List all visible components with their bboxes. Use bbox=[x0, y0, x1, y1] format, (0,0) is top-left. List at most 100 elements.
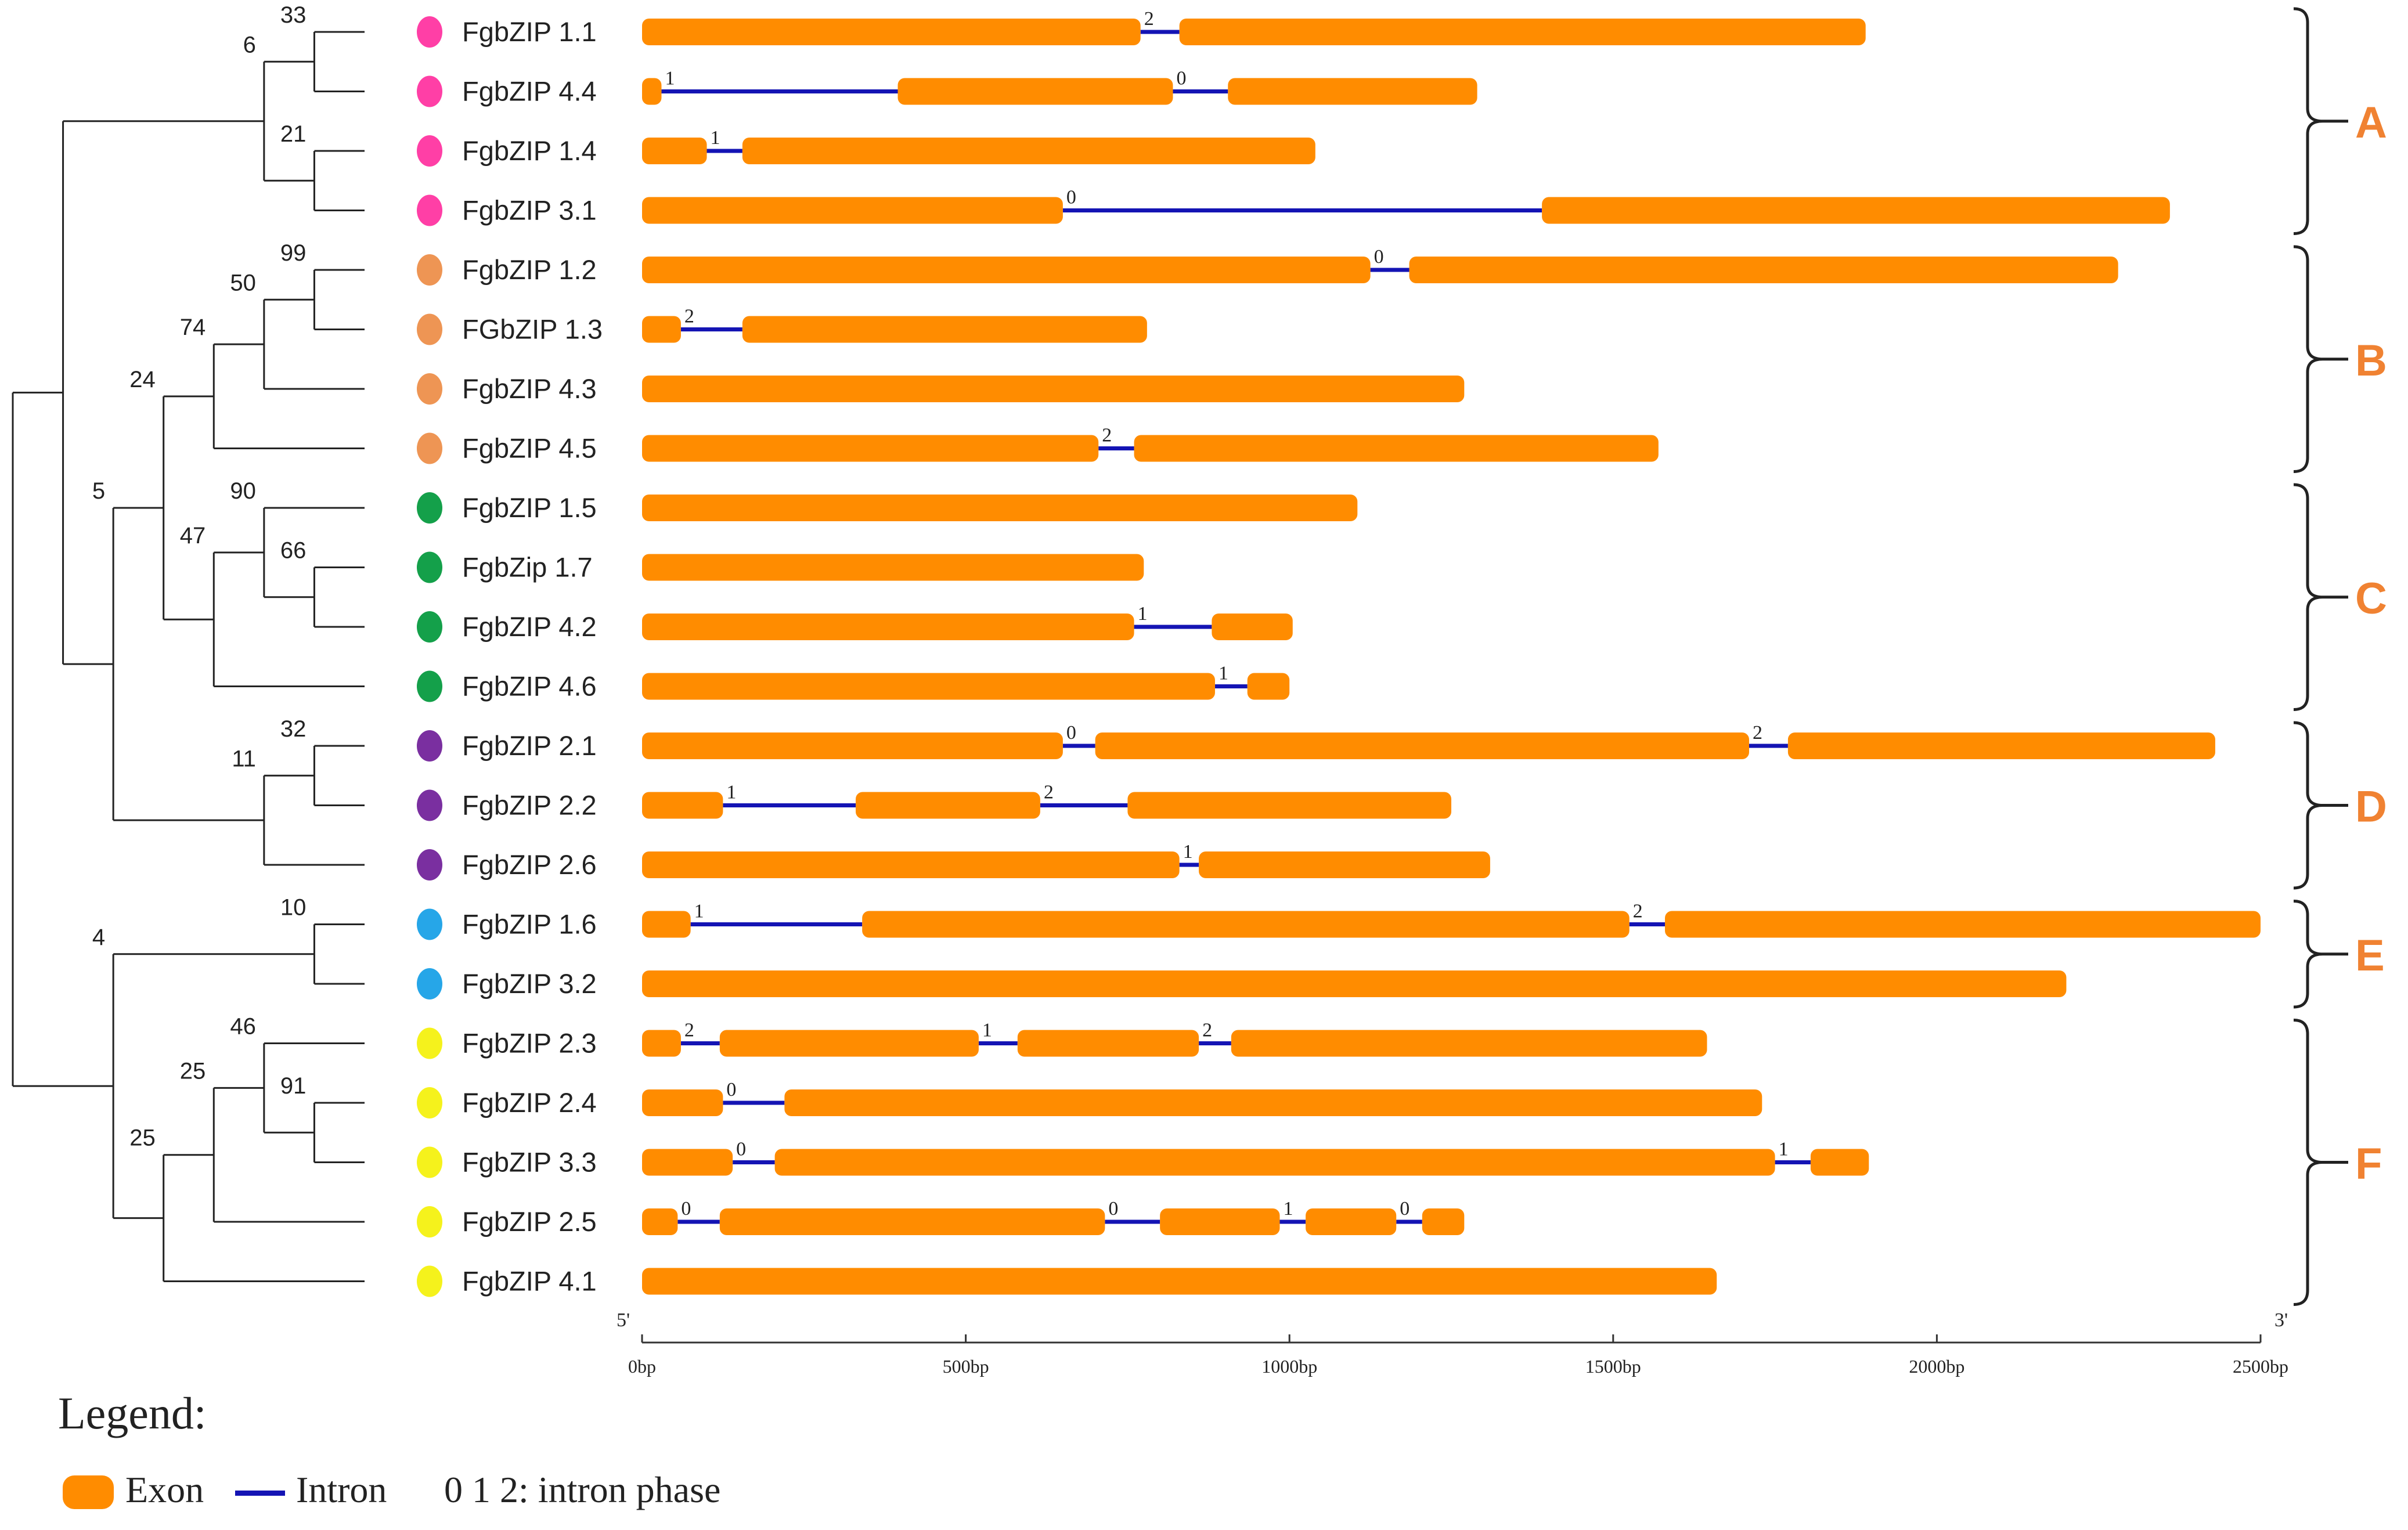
axis-tick-label: 1500bp bbox=[1585, 1356, 1641, 1377]
intron-phase-label: 1 bbox=[726, 782, 736, 803]
exon bbox=[642, 138, 707, 164]
intron-phase-label: 1 bbox=[1779, 1139, 1789, 1160]
gene-structure-row: 0 bbox=[642, 1079, 1762, 1116]
gene-name: FgbZIP 1.2 bbox=[462, 254, 597, 285]
exon bbox=[774, 1149, 1775, 1176]
gene-name: FgbZIP 4.2 bbox=[462, 611, 597, 642]
gene-structure-row: 0 bbox=[642, 246, 2118, 283]
gene-name: FgbZIP 1.6 bbox=[462, 909, 597, 940]
five-prime-label: 5' bbox=[617, 1309, 630, 1331]
gene-structure-row: 2 1 2 bbox=[642, 1020, 1707, 1057]
bootstrap-value: 24 bbox=[129, 367, 156, 392]
gene-name: FgbZIP 2.1 bbox=[462, 730, 597, 761]
group-dot-b bbox=[417, 313, 442, 345]
exon bbox=[1247, 673, 1290, 700]
gene-structure-row bbox=[642, 1268, 1717, 1295]
exon bbox=[642, 673, 1215, 700]
intron-phase-label: 1 bbox=[982, 1020, 992, 1041]
gene-name: FgbZIP 2.3 bbox=[462, 1028, 597, 1059]
gene-structure-row: 0 0 1 0 bbox=[642, 1198, 1465, 1235]
bootstrap-value: 11 bbox=[232, 746, 256, 771]
exon bbox=[642, 970, 2067, 997]
group-dot-d bbox=[417, 789, 442, 821]
group-label: E bbox=[2355, 931, 2385, 980]
exon bbox=[642, 19, 1141, 45]
bootstrap-value: 91 bbox=[280, 1073, 307, 1099]
phylogenetic-tree: 33 21 6 99 50 74 66 90 47 24 32 11 5 10 91 46 25 25 4 bbox=[12, 2, 365, 1282]
exon bbox=[642, 1208, 678, 1235]
exon bbox=[784, 1089, 1762, 1116]
legend-title: Legend: bbox=[58, 1388, 207, 1438]
exon bbox=[1810, 1149, 1869, 1176]
exon bbox=[1542, 197, 2170, 224]
axis-tick-label: 2000bp bbox=[1909, 1356, 1964, 1377]
bootstrap-value: 21 bbox=[280, 121, 307, 147]
group-dot-c bbox=[417, 670, 442, 702]
length-axis: 0bp 500bp 1000bp 1500bp 2000bp 2500bp 5' 3' bbox=[617, 1309, 2288, 1377]
legend: Legend: Exon Intron 0 1 2: intron phase bbox=[58, 1387, 755, 1527]
intron-phase-label: 0 bbox=[726, 1079, 736, 1100]
group-label: F bbox=[2355, 1139, 2382, 1189]
group-bracket bbox=[2293, 900, 2323, 1009]
legend-intron-label: Intron bbox=[296, 1469, 387, 1510]
group-bracket bbox=[2293, 483, 2323, 711]
exon bbox=[862, 911, 1630, 938]
group-dot-b bbox=[417, 254, 442, 286]
intron-phase-label: 2 bbox=[1044, 782, 1054, 803]
bootstrap-value: 25 bbox=[129, 1125, 156, 1151]
group-dot-e bbox=[417, 968, 442, 999]
intron-phase-label: 0 bbox=[1066, 187, 1076, 208]
group-dot-b bbox=[417, 373, 442, 405]
legend-phase-label: 0 1 2: intron phase bbox=[444, 1469, 721, 1510]
intron-phase-label: 0 bbox=[1400, 1198, 1410, 1219]
group-label: B bbox=[2355, 336, 2387, 385]
exon bbox=[642, 257, 1371, 283]
group-dot-d bbox=[417, 730, 442, 762]
group-dot-c bbox=[417, 611, 442, 643]
intron-phase-label: 2 bbox=[684, 1020, 694, 1041]
gene-name: FgbZIP 2.4 bbox=[462, 1087, 597, 1118]
exon bbox=[642, 554, 1144, 581]
exon bbox=[1787, 732, 2215, 759]
exon bbox=[856, 792, 1040, 819]
exon bbox=[642, 911, 691, 938]
gene-name: FgbZIP 1.4 bbox=[462, 135, 597, 166]
bootstrap-value: 66 bbox=[280, 538, 307, 564]
bootstrap-value: 46 bbox=[230, 1014, 256, 1040]
gene-name: FgbZIP 2.6 bbox=[462, 849, 597, 880]
group-label: D bbox=[2355, 782, 2387, 832]
bootstrap-value: 74 bbox=[180, 315, 206, 340]
group-dot-c bbox=[417, 492, 442, 524]
bootstrap-value: 50 bbox=[230, 270, 256, 295]
gene-structure-row: 1 bbox=[642, 663, 1290, 700]
group-label: C bbox=[2355, 574, 2387, 623]
gene-structure-row bbox=[642, 554, 1144, 581]
group-bracket bbox=[2293, 1019, 2323, 1306]
group-dot-a bbox=[417, 135, 442, 167]
gene-structure-row: 2 bbox=[642, 8, 1866, 45]
gene-name: FgbZIP 2.2 bbox=[462, 790, 597, 821]
group-dot-a bbox=[417, 194, 442, 226]
gene-structure-row bbox=[642, 495, 1358, 521]
bootstrap-value: 10 bbox=[280, 895, 307, 921]
exon bbox=[642, 495, 1358, 521]
gene-structure-row: 1 bbox=[642, 841, 1490, 878]
intron-phase-label: 1 bbox=[1283, 1198, 1293, 1219]
exon bbox=[642, 435, 1099, 462]
intron-phase-label: 0 bbox=[1176, 68, 1186, 89]
gene-structure-row: 1 bbox=[642, 603, 1293, 640]
intron-phase-label: 2 bbox=[1144, 8, 1154, 30]
gene-name: FgbZIP 4.1 bbox=[462, 1266, 597, 1297]
exon bbox=[1231, 1030, 1707, 1057]
bootstrap-value: 33 bbox=[280, 2, 307, 28]
gene-name: FgbZIP 4.3 bbox=[462, 373, 597, 404]
bootstrap-value: 32 bbox=[280, 716, 307, 742]
exon bbox=[719, 1208, 1105, 1235]
axis-tick-label: 2500bp bbox=[2233, 1356, 2288, 1377]
gene-name: FgbZip 1.7 bbox=[462, 552, 593, 583]
group-dot-f bbox=[417, 1206, 442, 1237]
axis-tick-label: 0bp bbox=[628, 1356, 656, 1377]
